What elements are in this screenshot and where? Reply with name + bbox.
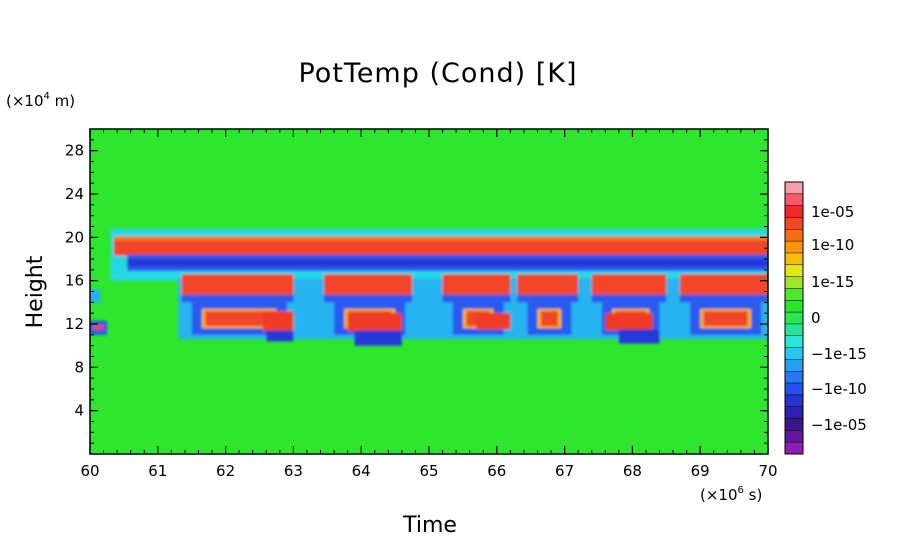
colorbar-swatch [785, 217, 803, 230]
x-tick-label: 62 [216, 462, 235, 480]
colorbar-swatch [785, 288, 803, 301]
intense-positive-core [605, 313, 653, 331]
upper-positive-band [113, 237, 768, 256]
colorbar-swatch [785, 252, 803, 266]
colorbar-label: −1e-05 [811, 416, 867, 434]
y-tick-label: 20 [65, 228, 84, 246]
intense-positive-core [262, 311, 294, 332]
deep-negative-core [266, 330, 294, 342]
y-tick-label: 12 [65, 315, 84, 333]
colorbar-swatch [785, 371, 803, 384]
colorbar-label: 1e-05 [811, 203, 854, 221]
lower-positive-band [517, 274, 579, 296]
left-edge-positive [93, 325, 104, 330]
colorbar-swatch [785, 359, 803, 372]
y-tick-label: 16 [65, 272, 84, 290]
colorbar-swatch [785, 300, 803, 313]
y-tick-label: 24 [65, 185, 84, 203]
colorbar-label: 1e-10 [811, 236, 854, 254]
x-tick-label: 68 [623, 462, 642, 480]
y-axis-ticks: 4 8 12 16 20 24 28 [65, 139, 768, 444]
x-tick-label: 63 [284, 462, 303, 480]
colorbar-swatch [785, 418, 803, 431]
lower-negative-band [517, 294, 579, 303]
deep-negative-core [618, 329, 660, 344]
upper-positive-edge [113, 236, 768, 241]
colorbar-swatch [785, 394, 803, 407]
colorbar-swatch [785, 347, 803, 360]
colorbar-swatch [785, 335, 803, 348]
lower-negative-band [591, 294, 667, 303]
colorbar-swatch [785, 182, 803, 195]
chart-title: PotTemp (Cond) [K] [298, 58, 577, 89]
x-tick-label: 65 [419, 462, 438, 480]
x-tick-label: 69 [691, 462, 710, 480]
colorbar-swatch [785, 312, 803, 325]
y-tick-label: 8 [74, 358, 84, 376]
heatmap-field [90, 228, 768, 346]
lower-positive-band [181, 274, 294, 296]
colorbar-swatch [785, 430, 803, 443]
colorbar-swatch [785, 406, 803, 419]
x-tick-label: 61 [148, 462, 167, 480]
y-tick-label: 4 [74, 402, 84, 420]
x-axis-title: Time [402, 513, 457, 538]
intense-positive-core [347, 313, 402, 332]
colorbar-swatch [785, 205, 803, 218]
y-tick-label: 28 [65, 142, 84, 160]
heatmap-plot-area [90, 129, 768, 454]
colorbar-label: 0 [811, 309, 821, 327]
colorbar-swatch [785, 323, 803, 337]
x-tick-label: 60 [80, 462, 99, 480]
colorbar-label: 1e-15 [811, 273, 854, 291]
lower-positive-band [323, 274, 413, 296]
x-tick-label: 67 [555, 462, 574, 480]
colorbar-frame [784, 181, 804, 455]
lower-negative-band [442, 294, 511, 303]
x-unit-label: (×106 s) [700, 485, 762, 504]
colorbar-label: −1e-15 [811, 345, 867, 363]
lower-negative-band [181, 294, 294, 303]
colorbar-swatch [785, 241, 803, 254]
lower-positive-band [679, 274, 768, 296]
colorbar-label: −1e-10 [811, 380, 867, 398]
x-tick-label: 66 [487, 462, 506, 480]
left-edge-halo [90, 289, 101, 303]
colorbar-swatch [785, 229, 803, 242]
colorbar-swatch [785, 193, 803, 206]
x-tick-label: 70 [758, 462, 777, 480]
lower-positive-band [591, 274, 667, 296]
intense-positive-core [476, 313, 511, 330]
colorbar-swatch [785, 442, 803, 455]
x-tick-label: 64 [352, 462, 371, 480]
colorbar-swatch [785, 383, 803, 396]
colorbar: 1e-05 1e-10 1e-15 0 −1e-15 −1e-10 −1e-05 [784, 181, 867, 455]
colorbar-swatch [785, 276, 803, 289]
y-axis-title: Height [23, 255, 48, 328]
lower-positive-band [442, 274, 511, 296]
negative-layer-core [127, 259, 768, 267]
x-axis-ticks: 60 61 62 63 64 65 66 67 68 69 70 [80, 129, 778, 480]
convective-positive-core [540, 311, 558, 327]
convective-positive-core [703, 311, 748, 327]
deep-negative-core [354, 330, 402, 346]
convective-positive-core [205, 311, 274, 327]
y-unit-label: (×104 m) [6, 91, 75, 110]
colorbar-swatch [785, 264, 803, 277]
lower-negative-band [679, 294, 768, 303]
lower-negative-band [323, 294, 413, 303]
